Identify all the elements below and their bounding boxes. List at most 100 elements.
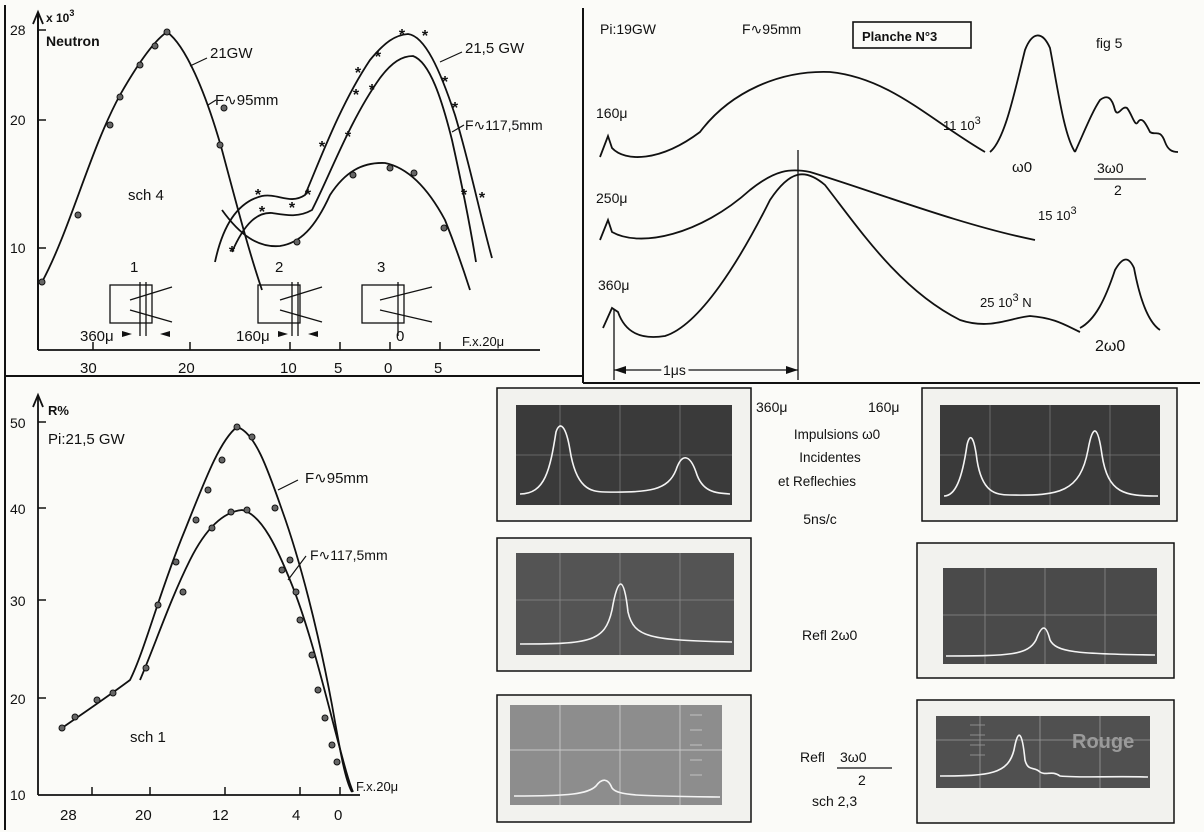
- figure-number: fig 5: [1096, 35, 1123, 51]
- label-21gw: 21GW: [210, 45, 253, 62]
- trace-count: 15 103: [1038, 205, 1077, 223]
- reflectivity-y-tick: 30: [10, 593, 26, 609]
- harmonic-3w0: 3ω0: [1097, 160, 1124, 176]
- photo-scheme-label: sch 2,3: [812, 793, 857, 809]
- harmonic-3w0-denominator: 2: [1114, 182, 1122, 198]
- reflectivity-x-tick: 28: [60, 807, 77, 824]
- neutron-x-tick: 5: [334, 360, 342, 377]
- trace-label: 160μ: [596, 105, 627, 121]
- scope-photo-3w-left: [497, 695, 751, 822]
- harmonic-2w0: 2ω0: [1095, 338, 1125, 355]
- label-21-5gw: 21,5 GW: [465, 40, 525, 57]
- stamp-text: Rouge: [1072, 731, 1134, 753]
- reflectivity-x-tick: 0: [334, 807, 342, 824]
- scope-photo-incident-right: [922, 388, 1177, 521]
- harmonic-w0: ω0: [1012, 159, 1032, 176]
- label-r-f117: F∿117,5mm: [310, 547, 388, 563]
- reflectivity-x-tick: 4: [292, 807, 300, 824]
- neutron-y-tick: 10: [10, 240, 26, 256]
- time-traces: Pi:19GW F∿95mm Planche N°3 fig 5 1μs 160…: [596, 21, 1178, 380]
- refl-3w-prefix: Refl: [800, 749, 825, 765]
- trace-label: 250μ: [596, 190, 627, 206]
- svg-text:*: *: [345, 129, 352, 146]
- scope-photo-2w-right: [917, 543, 1174, 678]
- svg-text:*: *: [479, 190, 486, 207]
- neutron-x-tick: 0: [384, 360, 392, 377]
- reflectivity-y-tick: 50: [10, 415, 26, 431]
- neutron-x-tick: 30: [80, 360, 97, 377]
- dim-label-0: 0: [396, 328, 404, 345]
- neutron-y-unit: x 103: [46, 8, 74, 25]
- svg-text:*: *: [289, 200, 296, 217]
- svg-text:*: *: [461, 187, 468, 204]
- config-sketches: [110, 282, 432, 336]
- trace-250: [600, 170, 1035, 240]
- trace-count: 25 103 N: [980, 292, 1032, 310]
- traces-power: Pi:19GW: [600, 21, 657, 37]
- reflectivity-y-tick: 40: [10, 501, 26, 517]
- neutron-y-name: Neutron: [46, 33, 100, 49]
- svg-text:*: *: [255, 187, 262, 204]
- svg-text:*: *: [319, 139, 326, 156]
- refl-2w-label: Refl 2ω0: [802, 627, 858, 643]
- trace-w0: [990, 35, 1075, 152]
- reflectivity-y-tick: 10: [10, 787, 26, 803]
- neutron-markers: [39, 29, 447, 285]
- photo-label-360: 360μ: [756, 399, 787, 415]
- trace-160: [600, 72, 985, 157]
- traces-focal: F∿95mm: [742, 21, 801, 37]
- reflectivity-y-unit: R%: [48, 403, 69, 418]
- reflectivity-y-tick: 20: [10, 691, 26, 707]
- plate-title: Planche N°3: [862, 29, 937, 44]
- trace-count: 11 103: [943, 115, 981, 133]
- photo-caption-line: et Reflechies: [778, 474, 856, 489]
- config-label: 3: [377, 259, 385, 276]
- curve-117-5mm: [222, 163, 470, 290]
- neutron-x-tick: 20: [178, 360, 195, 377]
- neutron-x-tick: 10: [280, 360, 297, 377]
- scope-photo-2w-left: [497, 538, 751, 671]
- trace-label: 360μ: [598, 277, 629, 293]
- photo-timescale: 5ns/c: [803, 511, 836, 527]
- curve-21-5gw-upper: [215, 34, 492, 262]
- trace-3w0-2: [1075, 97, 1178, 152]
- reflectivity-markers: [59, 424, 340, 765]
- svg-text:*: *: [375, 49, 382, 66]
- neutron-scheme-label: sch 4: [128, 187, 164, 204]
- photo-caption-line: Impulsions ω0: [794, 427, 880, 442]
- svg-text:*: *: [353, 87, 360, 104]
- label-f95: F∿95mm: [215, 92, 278, 109]
- svg-text:*: *: [452, 100, 459, 117]
- photo-caption-line: Incidentes: [799, 450, 861, 465]
- refl-3w-denominator: 2: [858, 772, 866, 788]
- svg-text:*: *: [259, 204, 266, 221]
- config-label: 1: [130, 259, 138, 276]
- neutron-y-tick: 20: [10, 112, 26, 128]
- svg-text:*: *: [422, 28, 429, 45]
- timebase-label: 1μs: [663, 362, 686, 378]
- scope-photo-3w-right: Rouge: [917, 700, 1174, 823]
- label-f117-5: F∿117,5mm: [465, 117, 543, 133]
- config-label: 2: [275, 259, 283, 276]
- trace-360: [603, 174, 1080, 337]
- label-r-f95: F∿95mm: [305, 470, 368, 487]
- svg-text:*: *: [355, 65, 362, 82]
- svg-text:*: *: [399, 27, 406, 44]
- neutron-x-axis-title: F.x.20μ: [462, 334, 504, 349]
- neutron-x-tick: 5: [434, 360, 442, 377]
- trace-2w0: [1080, 260, 1160, 330]
- reflectivity-x-tick: 20: [135, 807, 152, 824]
- scope-photos: Rouge 360μ 160μ Impulsions ω0 Incidentes…: [497, 388, 1177, 823]
- svg-text:*: *: [369, 82, 376, 99]
- scope-photo-incident-left: [497, 388, 751, 521]
- dim-label-360: 360μ: [80, 328, 114, 345]
- photo-label-160: 160μ: [868, 399, 899, 415]
- dim-label-160: 160μ: [236, 328, 270, 345]
- reflectivity-chart: R% Pi:21,5 GW 50 40 30 20 10 28 20 12 4 …: [10, 395, 398, 824]
- refl-3w-numerator: 3ω0: [840, 749, 867, 765]
- reflectivity-scheme-label: sch 1: [130, 729, 166, 746]
- svg-text:*: *: [442, 74, 449, 91]
- reflectivity-x-tick: 12: [212, 807, 229, 824]
